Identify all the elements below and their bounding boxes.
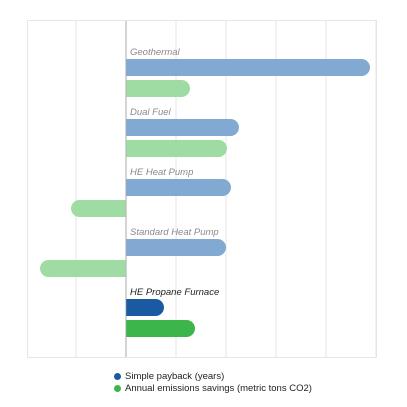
legend-swatch-payback [114, 372, 121, 380]
bar-payback-he-propane-furnace [126, 299, 164, 316]
bar-base-emissions-dual-fuel [126, 140, 135, 157]
bar-emissions-he-heat-pump [71, 200, 126, 217]
bar-base-payback-geothermal [126, 59, 135, 76]
bar-payback-geothermal [126, 59, 370, 76]
legend-label-emissions: Annual emissions savings (metric tons CO… [125, 382, 312, 394]
legend-item-emissions: Annual emissions savings (metric tons CO… [114, 382, 312, 394]
bar-base-emissions-standard-heat-pump [117, 260, 126, 277]
bar-payback-dual-fuel [126, 119, 239, 136]
bar-emissions-he-propane-furnace [126, 320, 195, 337]
bar-base-payback-he-propane-furnace [126, 299, 135, 316]
bar-base-payback-dual-fuel [126, 119, 135, 136]
category-label-he-propane-furnace: HE Propane Furnace [130, 287, 219, 298]
bar-payback-standard-heat-pump [126, 239, 226, 256]
legend-item-payback: Simple payback (years) [114, 370, 312, 382]
bar-base-emissions-he-heat-pump [117, 200, 126, 217]
bar-base-payback-he-heat-pump [126, 179, 135, 196]
category-label-he-heat-pump: HE Heat Pump [130, 167, 193, 178]
bar-emissions-geothermal [126, 80, 190, 97]
bar-base-emissions-he-propane-furnace [126, 320, 135, 337]
legend-label-payback: Simple payback (years) [125, 370, 225, 382]
bar-base-payback-standard-heat-pump [126, 239, 135, 256]
category-label-standard-heat-pump: Standard Heat Pump [130, 227, 219, 238]
bar-emissions-standard-heat-pump [40, 260, 126, 277]
legend-swatch-emissions [114, 384, 121, 392]
chart-legend: Simple payback (years) Annual emissions … [114, 370, 312, 394]
bar-payback-he-heat-pump [126, 179, 231, 196]
bar-emissions-dual-fuel [126, 140, 227, 157]
category-label-geothermal: Geothermal [130, 47, 181, 58]
category-label-dual-fuel: Dual Fuel [130, 107, 172, 118]
bar-base-emissions-geothermal [126, 80, 135, 97]
